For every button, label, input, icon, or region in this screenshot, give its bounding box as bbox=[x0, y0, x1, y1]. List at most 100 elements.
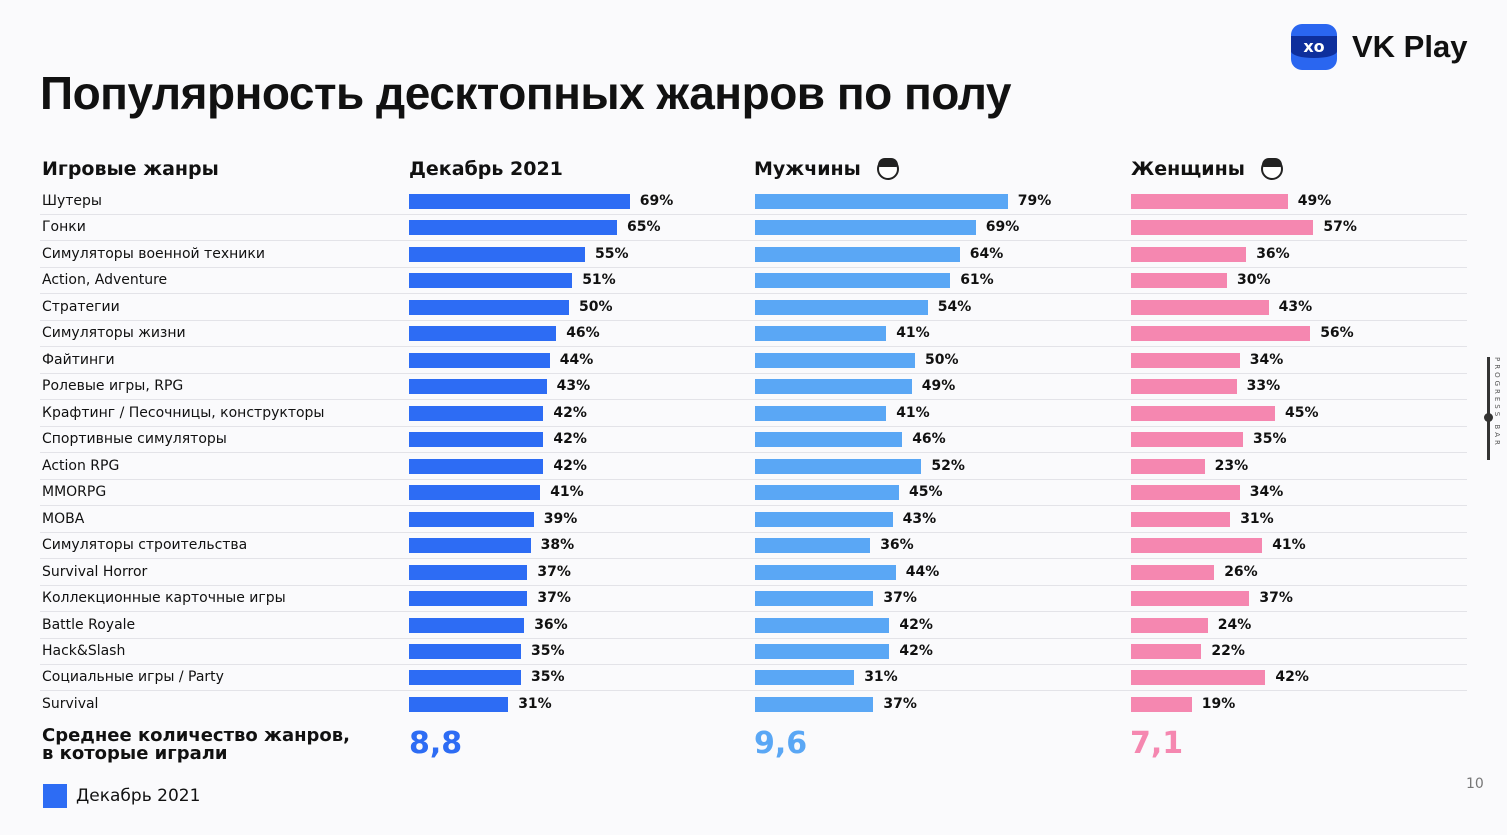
total-bar bbox=[409, 299, 569, 315]
total-bar bbox=[409, 379, 547, 395]
women-value-label: 33% bbox=[1246, 378, 1281, 395]
women-bar bbox=[1131, 643, 1202, 659]
legend-swatch bbox=[43, 784, 67, 808]
row-separator bbox=[40, 266, 1467, 268]
women-bar bbox=[1131, 591, 1250, 607]
total-value-label: 51% bbox=[582, 272, 616, 289]
genre-label: Шутеры bbox=[42, 193, 102, 209]
row-separator bbox=[40, 558, 1467, 560]
row-separator bbox=[40, 584, 1467, 586]
men-value-label: 45% bbox=[909, 484, 943, 501]
women-bar bbox=[1131, 564, 1215, 580]
total-value-label: 65% bbox=[627, 219, 661, 236]
row-separator bbox=[40, 452, 1467, 454]
progress-handle[interactable] bbox=[1484, 413, 1493, 422]
row-separator bbox=[40, 478, 1467, 480]
total-value-label: 42% bbox=[553, 431, 587, 448]
total-bar bbox=[409, 458, 544, 474]
total-bar bbox=[409, 432, 544, 448]
row-separator bbox=[40, 425, 1467, 427]
men-bar bbox=[755, 511, 893, 527]
genre-label: Социальные игры / Party bbox=[42, 669, 224, 686]
genre-label: Симуляторы жизни bbox=[42, 325, 186, 342]
row-separator bbox=[40, 399, 1467, 401]
logo-text: VK Play bbox=[1352, 29, 1468, 64]
women-value-label: 36% bbox=[1256, 245, 1290, 262]
total-value-label: 36% bbox=[534, 616, 568, 633]
total-bar bbox=[409, 670, 521, 686]
men-value-label: 46% bbox=[912, 431, 946, 448]
genre-label: Крафтинг / Песочницы, конструкторы bbox=[42, 404, 325, 421]
genre-label: Hack&Slash bbox=[42, 642, 126, 659]
progress-bar-label: PROGRESS BAR bbox=[1493, 357, 1501, 448]
total-value-label: 55% bbox=[595, 245, 629, 262]
men-value-label: 42% bbox=[899, 616, 933, 633]
men-value-label: 61% bbox=[960, 272, 994, 289]
total-value-label: 43% bbox=[556, 378, 591, 395]
genre-label: Ролевые игры, RPG bbox=[42, 378, 184, 395]
men-bar bbox=[755, 591, 874, 607]
men-bar bbox=[755, 352, 915, 368]
row-separator bbox=[40, 346, 1467, 348]
women-value-label: 30% bbox=[1237, 272, 1271, 289]
women-header-label: Женщины bbox=[1131, 158, 1245, 180]
total-value-label: 41% bbox=[550, 484, 584, 501]
total-bar bbox=[409, 591, 528, 607]
total-bar bbox=[409, 538, 531, 554]
men-bar bbox=[755, 458, 922, 474]
genre-label: Файтинги bbox=[42, 351, 115, 368]
genre-label: Action RPG bbox=[42, 457, 120, 474]
genre-label: Action, Adventure bbox=[42, 272, 168, 289]
man-face-icon bbox=[876, 158, 899, 180]
total-value-label: 39% bbox=[543, 510, 578, 527]
men-value-label: 54% bbox=[937, 298, 972, 315]
row-separator bbox=[40, 611, 1467, 613]
total-value-label: 42% bbox=[553, 404, 587, 421]
men-bar bbox=[755, 696, 874, 712]
women-bar bbox=[1131, 696, 1192, 712]
women-bar bbox=[1131, 432, 1243, 448]
men-bar bbox=[755, 538, 871, 554]
genre-label: MMORPG bbox=[42, 484, 107, 501]
women-bar bbox=[1131, 485, 1240, 501]
men-value-label: 41% bbox=[896, 404, 930, 421]
page-title: Популярность десктопных жанров по полу bbox=[40, 67, 1011, 119]
women-value-label: 45% bbox=[1285, 404, 1319, 421]
total-bar bbox=[409, 194, 630, 209]
men-value-label: 43% bbox=[902, 510, 937, 527]
genre-label: Симуляторы строительства bbox=[42, 537, 248, 554]
total-bar bbox=[409, 511, 534, 527]
legend-label: Декабрь 2021 bbox=[76, 786, 201, 806]
men-value-label: 41% bbox=[896, 325, 930, 342]
total-value-label: 46% bbox=[566, 325, 600, 342]
row-separator bbox=[40, 637, 1467, 639]
genre-label: Survival Horror bbox=[42, 563, 148, 580]
men-bar bbox=[755, 194, 1008, 209]
average-men: 9,6 bbox=[754, 726, 808, 761]
women-header: Женщины bbox=[1131, 158, 1283, 180]
men-bar bbox=[755, 273, 951, 289]
men-bar bbox=[755, 299, 928, 315]
total-bar bbox=[409, 643, 521, 659]
total-bar bbox=[409, 220, 617, 236]
women-bar bbox=[1131, 326, 1311, 342]
total-value-label: 37% bbox=[537, 563, 571, 580]
women-bar bbox=[1131, 379, 1237, 395]
total-bar bbox=[409, 405, 544, 421]
progress-bar[interactable] bbox=[1484, 357, 1493, 460]
total-bar bbox=[409, 485, 541, 501]
women-value-label: 49% bbox=[1297, 193, 1332, 209]
row-separator bbox=[40, 505, 1467, 507]
row-separator bbox=[40, 690, 1467, 692]
men-bar bbox=[755, 379, 912, 395]
women-value-label: 23% bbox=[1214, 457, 1249, 474]
men-bar bbox=[755, 405, 887, 421]
genre-label: Стратегии bbox=[42, 298, 120, 315]
vk-play-logo-icon: xo bbox=[1291, 24, 1337, 70]
total-bar bbox=[409, 273, 573, 289]
total-bar bbox=[409, 352, 550, 368]
total-bar bbox=[409, 564, 528, 580]
men-bar bbox=[755, 670, 855, 686]
women-bar bbox=[1131, 617, 1208, 633]
